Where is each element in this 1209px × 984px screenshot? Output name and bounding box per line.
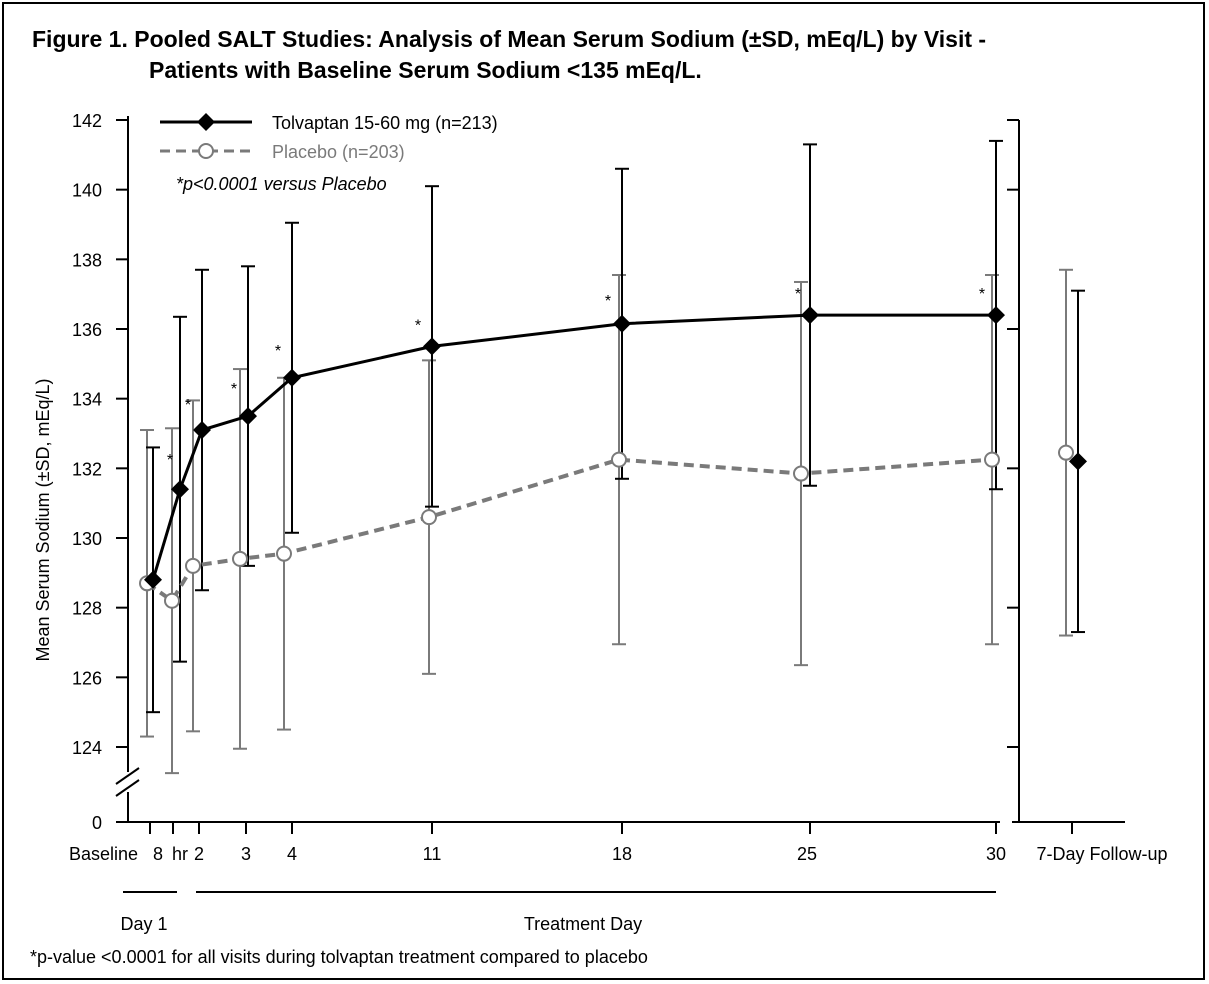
axis-break-mark — [115, 767, 140, 785]
placebo-point — [793, 465, 809, 482]
significance-asterisk: * — [415, 317, 421, 334]
tolvaptan-point — [423, 337, 441, 356]
placebo-point — [232, 550, 248, 567]
legend-placebo-label: Placebo (n=203) — [272, 142, 405, 162]
footnote: *p-value <0.0001 for all visits during t… — [30, 947, 648, 967]
x-tick-label: Baseline — [69, 844, 138, 864]
x-tick-label: 7-Day Follow-up — [1036, 844, 1167, 864]
tolvaptan-point — [171, 480, 189, 499]
tolvaptan-point — [283, 368, 301, 387]
placebo-point — [1058, 444, 1074, 461]
placebo-point — [984, 451, 1000, 468]
tolvaptan-point — [1069, 452, 1087, 471]
x-tick-label: 8 — [153, 844, 163, 864]
y-tick-label: 132 — [72, 459, 102, 479]
placebo-point — [185, 557, 201, 574]
significance-asterisk: * — [795, 286, 801, 303]
significance-asterisk: * — [167, 452, 173, 469]
y-tick-label: 136 — [72, 320, 102, 340]
x-tick-label: 3 — [241, 844, 251, 864]
figure-title-line-1: Figure 1. Pooled SALT Studies: Analysis … — [32, 26, 987, 52]
x-tick-label: 2 — [194, 844, 204, 864]
y-tick-label: 130 — [72, 529, 102, 549]
placebo-point — [611, 451, 627, 468]
x-tick-label: hr — [172, 844, 188, 864]
p-value-annotation: *p<0.0001 versus Placebo — [176, 174, 387, 194]
y-tick-label: 0 — [92, 813, 102, 833]
legend-tolvaptan-label: Tolvaptan 15-60 mg (n=213) — [272, 113, 498, 133]
legend-tolvaptan-marker — [197, 113, 215, 131]
significance-asterisk: * — [185, 397, 191, 414]
markers-layer — [139, 306, 1087, 609]
x-tick-label: 4 — [287, 844, 297, 864]
significance-asterisk: * — [275, 343, 281, 360]
placebo-point — [164, 592, 180, 609]
y-tick-label: 142 — [72, 111, 102, 131]
y-tick-label: 140 — [72, 181, 102, 201]
group-label-day-1: Day 1 — [120, 914, 167, 934]
tolvaptan-point — [144, 570, 162, 589]
tolvaptan-point — [239, 407, 257, 426]
figure-title-line-2: Patients with Baseline Serum Sodium <135… — [149, 57, 702, 83]
tolvaptan-point — [801, 306, 819, 325]
significance-asterisk: * — [979, 286, 985, 303]
legend: Tolvaptan 15-60 mg (n=213) Placebo (n=203… — [160, 113, 498, 194]
axes-layer — [115, 116, 1125, 893]
y-tick-label: 126 — [72, 668, 102, 688]
tolvaptan-point — [987, 306, 1005, 325]
y-tick-label: 138 — [72, 250, 102, 270]
y-axis-title: Mean Serum Sodium (±SD, mEq/L) — [33, 379, 53, 662]
legend-placebo-marker — [198, 143, 214, 159]
group-label-treatment-day: Treatment Day — [524, 914, 642, 934]
labels-layer: 142 140 138 136 134 132 130 128 126 124 0 Mean Seru… — [30, 111, 1168, 967]
x-tick-label: 18 — [612, 844, 632, 864]
significance-asterisk: * — [605, 293, 611, 310]
placebo-point — [421, 509, 437, 526]
placebo-point — [276, 545, 292, 562]
x-tick-label: 11 — [423, 844, 442, 864]
x-tick-label: 30 — [986, 844, 1006, 864]
tolvaptan-point — [613, 314, 631, 333]
x-tick-label: 25 — [797, 844, 817, 864]
placebo-line — [145, 457, 993, 604]
y-tick-label: 124 — [72, 738, 102, 758]
axis-break-mark — [115, 779, 140, 797]
tolvaptan-point — [193, 421, 211, 440]
y-tick-label: 134 — [72, 390, 102, 410]
significance-asterisk: * — [231, 381, 237, 398]
y-tick-label: 128 — [72, 599, 102, 619]
